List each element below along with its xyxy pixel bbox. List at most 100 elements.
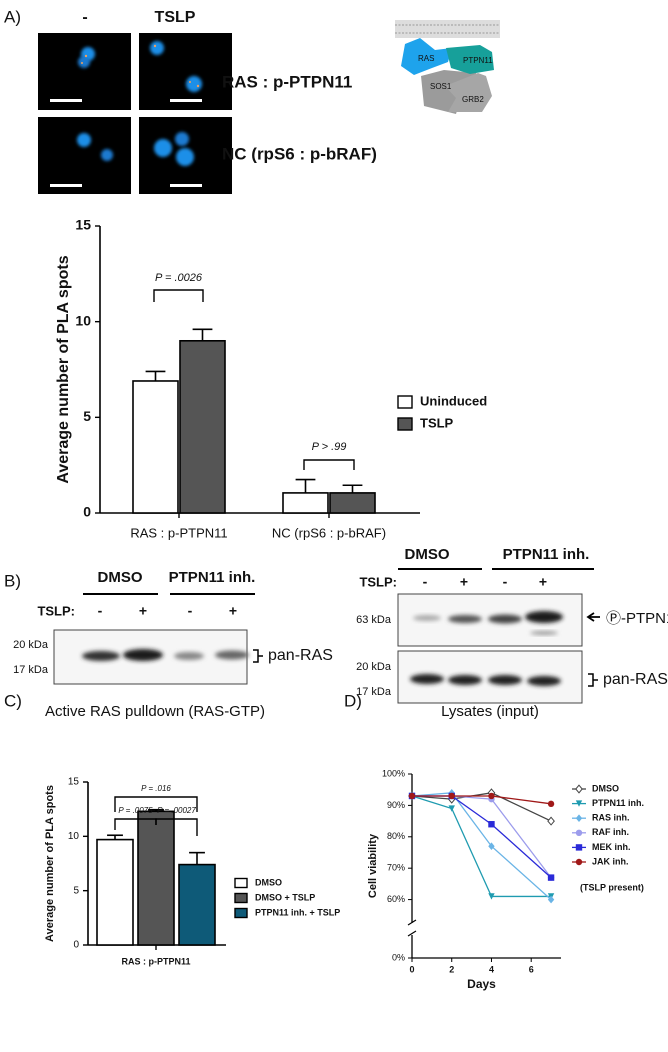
legend-swatch bbox=[234, 907, 248, 919]
legend-marker bbox=[575, 800, 583, 807]
significance-bracket bbox=[114, 796, 198, 812]
y-tick-label: 0 bbox=[73, 940, 79, 951]
tslp-sign: - bbox=[188, 603, 193, 619]
legend-label: PTPN11 inh. bbox=[592, 798, 644, 808]
marker-label: 17 kDa bbox=[356, 686, 392, 698]
marker-label: 20 kDa bbox=[13, 639, 49, 651]
p-value: P = .0026 bbox=[155, 272, 203, 284]
panel-label: D) bbox=[344, 691, 362, 710]
legend-marker bbox=[575, 844, 583, 851]
significance-bracket bbox=[155, 818, 198, 836]
group-label: DMSO bbox=[98, 569, 143, 586]
tslp-sign: - bbox=[423, 574, 428, 590]
legend-label: DMSO + TSLP bbox=[255, 892, 315, 902]
legend-label: MEK inh. bbox=[592, 842, 631, 852]
tslp-sign: + bbox=[139, 603, 147, 619]
x-tick-label: RAS : p-PTPN11 bbox=[121, 956, 190, 966]
diagram-label: PTPN11 bbox=[463, 56, 493, 65]
tslp-sign: - bbox=[98, 603, 103, 619]
bar bbox=[96, 838, 134, 946]
legend-swatch bbox=[397, 395, 413, 409]
x-tick-label: RAS : p-PTPN11 bbox=[130, 525, 227, 540]
y-tick-label: 15 bbox=[68, 777, 80, 788]
bar bbox=[179, 339, 226, 514]
data-point bbox=[488, 792, 495, 800]
data-point bbox=[547, 800, 555, 808]
tslp-sign: + bbox=[229, 603, 237, 619]
legend-label: TSLP bbox=[420, 415, 454, 430]
legend-swatch bbox=[234, 877, 248, 889]
data-point bbox=[448, 805, 455, 812]
legend-marker bbox=[575, 829, 583, 836]
group-label: PTPN11 inh. bbox=[169, 569, 256, 586]
y-tick-label: 5 bbox=[73, 885, 79, 896]
legend-label: PTPN11 inh. + TSLP bbox=[255, 907, 340, 917]
legend-label: JAK inh. bbox=[592, 856, 629, 866]
legend-label: RAF inh. bbox=[592, 827, 629, 837]
y-axis-label: Average number of PLA spots bbox=[55, 255, 72, 483]
micrograph bbox=[38, 33, 131, 110]
column-label: TSLP bbox=[155, 9, 196, 26]
series-line bbox=[412, 795, 552, 805]
panel-label: A) bbox=[4, 7, 21, 26]
series-line bbox=[412, 795, 552, 879]
data-point bbox=[547, 816, 555, 826]
diagram-label: SOS1 bbox=[430, 82, 452, 91]
group-label: PTPN11 inh. bbox=[503, 546, 590, 563]
legend-label: RAS inh. bbox=[592, 813, 630, 823]
marker-label: 20 kDa bbox=[356, 661, 392, 673]
pathway-diagram bbox=[395, 20, 500, 114]
legend-marker bbox=[575, 784, 583, 794]
tslp-label: TSLP: bbox=[359, 574, 397, 589]
y-tick-label: 0% bbox=[392, 952, 405, 962]
x-tick-label: 2 bbox=[449, 964, 454, 974]
row-label: RAS : p-PTPN11 bbox=[222, 72, 352, 91]
bracket bbox=[253, 649, 263, 663]
x-axis-label: Days bbox=[467, 977, 496, 991]
diagram-label: RAS bbox=[418, 54, 434, 63]
marker-label: 17 kDa bbox=[13, 664, 49, 676]
tslp-sign: + bbox=[539, 574, 547, 590]
y-tick-label: 0 bbox=[83, 504, 91, 520]
western-blot bbox=[53, 629, 249, 685]
p-value: P = .0075 bbox=[118, 806, 153, 815]
y-tick-label: 80% bbox=[387, 831, 405, 841]
data-point bbox=[547, 895, 555, 904]
data-point bbox=[488, 821, 495, 828]
micrograph bbox=[38, 117, 131, 194]
series-line bbox=[411, 792, 552, 901]
data-point bbox=[488, 842, 495, 851]
bar bbox=[178, 863, 216, 946]
blot-caption: Active RAS pulldown (RAS-GTP) bbox=[45, 703, 265, 720]
row-label: NC (rpS6 : p-bRAF) bbox=[222, 144, 377, 163]
significance-bracket bbox=[303, 459, 355, 470]
bracket bbox=[588, 673, 598, 687]
band-label: Ⓟ-PTPN11 bbox=[606, 610, 668, 627]
data-point bbox=[408, 792, 416, 800]
tslp-sign: + bbox=[460, 574, 468, 590]
p-value: P = .00027 bbox=[157, 806, 196, 815]
bar bbox=[132, 380, 179, 514]
legend-label: DMSO bbox=[592, 783, 619, 793]
data-point bbox=[547, 874, 555, 881]
legend-label: Uninduced bbox=[420, 393, 487, 408]
chart-note: (TSLP present) bbox=[580, 882, 644, 892]
panel-label: B) bbox=[4, 571, 21, 590]
legend-label: DMSO bbox=[255, 877, 282, 887]
p-value: P > .99 bbox=[312, 441, 347, 453]
x-tick-label: 6 bbox=[529, 964, 534, 974]
marker-label: 63 kDa bbox=[356, 614, 392, 626]
p-value: P = .016 bbox=[141, 784, 171, 793]
micrograph bbox=[139, 117, 232, 194]
significance-bracket bbox=[153, 289, 204, 302]
legend-marker bbox=[575, 858, 583, 866]
y-axis-label: Average number of PLA spots bbox=[44, 785, 56, 942]
axis-break bbox=[407, 919, 417, 937]
y-tick-label: 15 bbox=[75, 217, 91, 233]
x-tick-label: 0 bbox=[409, 964, 414, 974]
x-tick-label: NC (rpS6 : p-bRAF) bbox=[272, 525, 386, 540]
arrow bbox=[586, 612, 600, 622]
y-tick-label: 60% bbox=[387, 894, 405, 904]
